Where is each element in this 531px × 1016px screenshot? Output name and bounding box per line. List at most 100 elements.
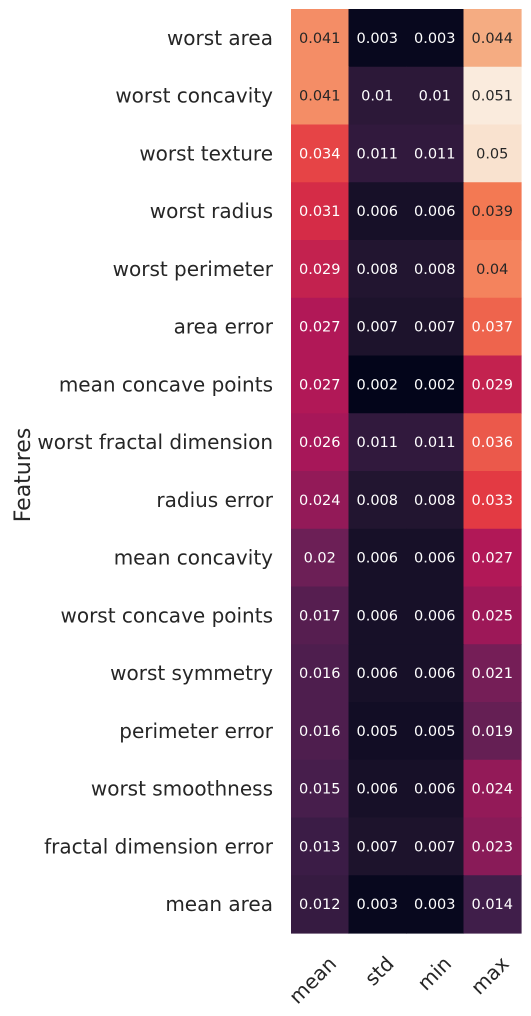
row-tick-label: worst concave points <box>60 603 273 627</box>
row-tick-label: fractal dimension error <box>44 834 274 858</box>
heatmap-cell <box>463 471 522 530</box>
heatmap-cell <box>406 817 465 876</box>
cell-value-label: 0.003 <box>414 897 456 913</box>
cell-value-label: 0.037 <box>471 320 513 336</box>
cell-value-label: 0.044 <box>471 31 513 47</box>
heatmap-cell <box>348 471 407 530</box>
cell-value-label: 0.016 <box>299 724 341 740</box>
heatmap-cell <box>406 355 465 414</box>
cell-value-label: 0.01 <box>419 89 451 105</box>
cell-value-label: 0.021 <box>471 666 513 682</box>
row-tick-label: area error <box>174 315 274 339</box>
cell-value-label: 0.006 <box>414 204 456 220</box>
heatmap-cell <box>291 528 350 588</box>
cell-value-label: 0.006 <box>356 782 398 798</box>
row-tick-label: worst symmetry <box>110 661 273 685</box>
heatmap-cell <box>291 644 350 703</box>
heatmap-cell <box>406 644 465 703</box>
heatmap-cell <box>291 182 350 241</box>
row-tick-label: worst smoothness <box>91 777 273 801</box>
row-tick-label: worst concavity <box>115 84 273 108</box>
row-tick-label: perimeter error <box>119 719 273 743</box>
cell-value-label: 0.006 <box>414 608 456 624</box>
heatmap-cell <box>406 471 465 530</box>
cell-value-label: 0.003 <box>414 31 456 47</box>
heatmap-cell <box>463 182 522 241</box>
heatmap-cell <box>463 297 522 357</box>
row-tick-label: worst fractal dimension <box>37 430 273 454</box>
cell-value-label: 0.002 <box>356 377 398 393</box>
heatmap-cell <box>463 124 522 183</box>
heatmap-cell <box>406 182 465 241</box>
cell-value-label: 0.011 <box>356 146 398 162</box>
heatmap-cell <box>463 413 522 472</box>
heatmap-cell <box>406 240 465 299</box>
cell-value-label: 0.015 <box>299 782 341 798</box>
heatmap-cell <box>406 413 465 472</box>
cell-value-label: 0.008 <box>356 262 398 278</box>
cell-value-label: 0.012 <box>299 897 341 913</box>
cell-value-label: 0.029 <box>299 262 341 278</box>
heatmap-cell <box>463 66 522 126</box>
cell-value-label: 0.011 <box>414 146 456 162</box>
cell-value-label: 0.007 <box>414 839 456 855</box>
cell-value-label: 0.027 <box>471 551 513 567</box>
heatmap-cell <box>406 124 465 183</box>
heatmap-cell <box>291 413 350 472</box>
heatmap-cell <box>291 355 350 414</box>
heatmap-cell <box>291 124 350 183</box>
cell-value-label: 0.034 <box>299 146 341 162</box>
heatmap-cell <box>463 875 522 934</box>
cell-value-label: 0.027 <box>299 320 341 336</box>
cell-value-label: 0.013 <box>299 839 341 855</box>
row-tick-label: worst radius <box>150 199 273 223</box>
heatmap-cell <box>406 759 465 819</box>
cell-value-label: 0.027 <box>299 377 341 393</box>
heatmap-cells: 0.041 0.003 0.003 0.044 0.041 0.01 0.01 0.051 0.… <box>291 9 522 934</box>
cell-value-label: 0.039 <box>471 204 513 220</box>
column-tick-label: mean <box>284 951 341 1008</box>
row-tick-label: worst texture <box>139 141 273 165</box>
heatmap-cell <box>463 355 522 414</box>
heatmap-cell <box>348 240 407 299</box>
heatmap-cell <box>291 240 350 299</box>
heatmap-cell <box>291 297 350 357</box>
heatmap-cell <box>406 702 465 761</box>
cell-value-label: 0.006 <box>414 782 456 798</box>
cell-value-label: 0.01 <box>361 89 393 105</box>
row-labels: worst area worst concavity worst texture wo… <box>37 26 273 916</box>
column-tick-label: max <box>466 951 514 999</box>
cell-value-label: 0.003 <box>356 897 398 913</box>
heatmap-cell <box>463 759 522 819</box>
heatmap-cell <box>463 702 522 761</box>
heatmap-cell <box>348 66 407 126</box>
heatmap-cell <box>406 875 465 934</box>
cell-value-label: 0.006 <box>356 204 398 220</box>
cell-value-label: 0.05 <box>476 146 508 162</box>
heatmap-cell <box>348 759 407 819</box>
heatmap-cell <box>406 528 465 588</box>
heatmap-cell <box>406 297 465 357</box>
cell-value-label: 0.008 <box>356 493 398 509</box>
cell-value-label: 0.016 <box>299 666 341 682</box>
row-tick-label: worst perimeter <box>113 257 274 281</box>
cell-value-label: 0.006 <box>356 608 398 624</box>
heatmap-cell <box>406 586 465 645</box>
cell-value-label: 0.011 <box>414 435 456 451</box>
cell-value-label: 0.036 <box>471 435 513 451</box>
row-tick-label: worst area <box>167 26 273 50</box>
heatmap-cell <box>291 586 350 645</box>
heatmap-cell <box>291 9 350 68</box>
cell-value-label: 0.007 <box>356 320 398 336</box>
cell-value-label: 0.011 <box>356 435 398 451</box>
cell-value-label: 0.024 <box>471 782 513 798</box>
heatmap-cell <box>348 413 407 472</box>
heatmap-cell <box>291 875 350 934</box>
row-tick-label: radius error <box>156 488 273 512</box>
heatmap-cell <box>348 702 407 761</box>
heatmap-cell <box>348 9 407 68</box>
row-tick-label: mean concave points <box>59 372 273 396</box>
heatmap-cell <box>348 355 407 414</box>
heatmap-cell <box>463 586 522 645</box>
row-tick-label: mean concavity <box>114 546 273 570</box>
